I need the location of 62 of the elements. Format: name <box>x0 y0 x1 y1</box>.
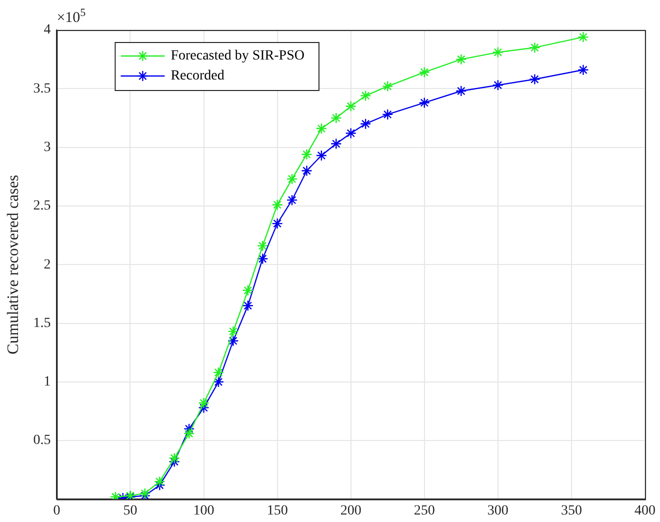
point <box>345 100 356 112</box>
y-tick-label: 1.5 <box>33 316 51 331</box>
point <box>257 240 268 252</box>
point <box>529 74 540 85</box>
point <box>242 300 254 312</box>
point <box>139 488 151 499</box>
y-tick-label: 2.5 <box>33 198 51 214</box>
point <box>301 165 312 176</box>
point <box>330 112 342 124</box>
point <box>316 122 328 134</box>
point <box>345 128 356 139</box>
x-tick-label: 300 <box>487 503 508 518</box>
point <box>257 253 268 264</box>
y-tick-label: 1 <box>44 374 51 390</box>
y-axis-title: Cumulative recovered cases <box>4 174 22 354</box>
point <box>183 423 195 434</box>
point <box>154 476 166 488</box>
point <box>578 64 589 76</box>
x-tick-label: 50 <box>123 503 138 518</box>
point <box>286 173 298 185</box>
point <box>382 108 394 120</box>
point <box>198 402 210 414</box>
point <box>228 335 239 346</box>
x-tick-label: 250 <box>414 503 435 518</box>
point <box>529 42 540 54</box>
point <box>212 366 224 378</box>
point <box>228 326 239 338</box>
point <box>272 218 283 230</box>
point <box>316 150 328 162</box>
point <box>456 85 467 97</box>
point <box>360 90 372 102</box>
y-tick-label: 4 <box>44 22 51 38</box>
point <box>272 199 283 210</box>
point <box>360 118 372 130</box>
x-tick-label: 200 <box>340 503 362 518</box>
point <box>168 452 180 464</box>
point <box>492 46 504 58</box>
point <box>456 54 467 65</box>
x-tick-label: 0 <box>53 503 60 518</box>
y-tick-label: 0.5 <box>33 433 51 448</box>
point <box>301 148 312 160</box>
point <box>198 397 210 409</box>
legend-label: Forecasted by SIR-PSO <box>170 48 304 64</box>
point <box>212 376 224 388</box>
point <box>492 80 504 91</box>
point <box>382 80 394 92</box>
point <box>418 97 430 108</box>
point <box>286 194 298 206</box>
point <box>418 66 430 78</box>
x-tick-label: 400 <box>634 503 656 518</box>
y-tick-label: 2 <box>44 257 51 272</box>
y-tick-label: 3.5 <box>33 81 51 96</box>
x-tick-label: 150 <box>266 503 288 518</box>
x-tick-label: 350 <box>560 503 582 518</box>
point <box>578 31 589 43</box>
point <box>242 284 254 296</box>
point <box>139 490 151 500</box>
x-tick-label: 100 <box>193 503 214 518</box>
point <box>183 428 195 440</box>
point <box>330 138 342 150</box>
legend-label: Recorded <box>170 68 224 84</box>
y-tick-label: 3 <box>44 140 51 155</box>
